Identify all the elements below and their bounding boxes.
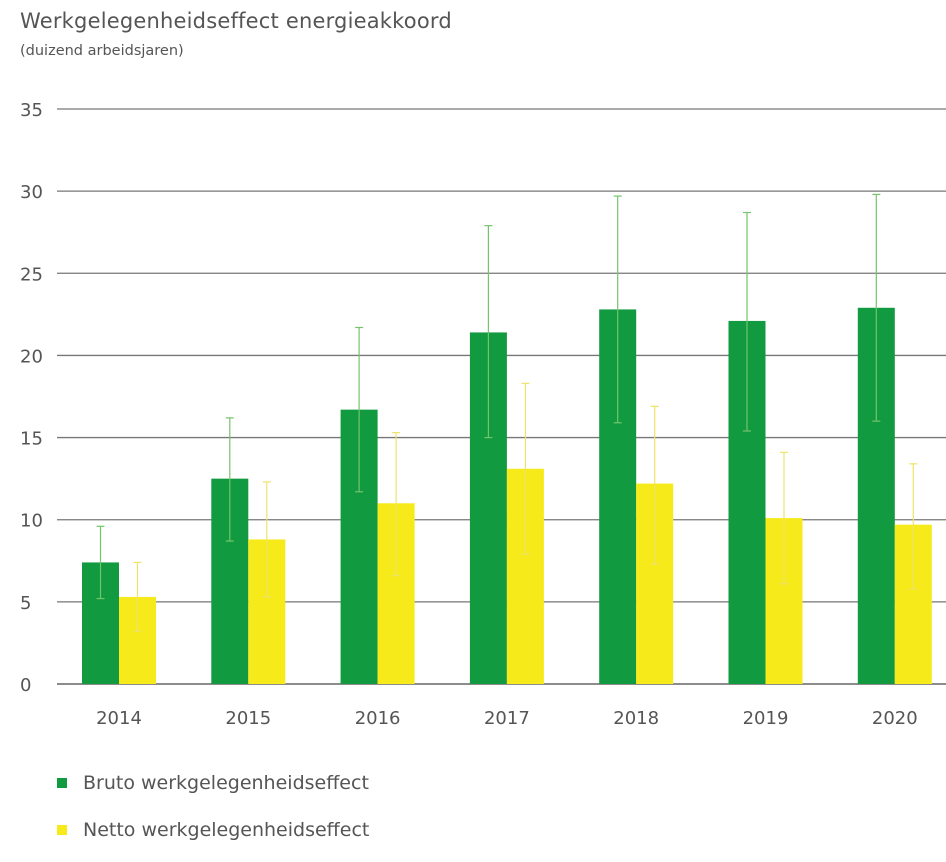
legend-swatch-netto — [57, 825, 67, 835]
y-tick-label-20: 20 — [20, 346, 43, 367]
legend-swatch-bruto — [57, 778, 67, 788]
legend-label-bruto: Bruto werkgelegenheidseffect — [83, 772, 369, 794]
y-tick-label-0: 0 — [20, 675, 31, 696]
bar-chart: 0 5 10 15 20 25 30 35 2014 2015 2016 2017 2018 2019 20… — [20, 100, 946, 729]
y-tick-label-30: 30 — [20, 182, 43, 203]
chart-subtitle: (duizend arbeidsjaren) — [20, 43, 184, 59]
x-tick-label-2019: 2019 — [743, 708, 789, 729]
chart-title: Werkgelegenheidseffect energieakkoord — [20, 9, 452, 33]
x-tick-label-2016: 2016 — [355, 708, 401, 729]
y-tick-label-15: 15 — [20, 429, 43, 450]
y-tick-label-35: 35 — [20, 100, 43, 121]
x-tick-label-2020: 2020 — [872, 708, 918, 729]
y-tick-label-25: 25 — [20, 264, 43, 285]
x-tick-label-2018: 2018 — [613, 708, 659, 729]
x-tick-label-2015: 2015 — [225, 708, 271, 729]
y-tick-label-5: 5 — [20, 593, 31, 614]
legend-item-bruto: Bruto werkgelegenheidseffect — [57, 768, 369, 798]
y-tick-label-10: 10 — [20, 511, 43, 532]
x-tick-label-2017: 2017 — [484, 708, 530, 729]
legend: Bruto werkgelegenheidseffect Netto werkg… — [57, 768, 369, 862]
legend-item-netto: Netto werkgelegenheidseffect — [57, 815, 369, 845]
legend-label-netto: Netto werkgelegenheidseffect — [83, 819, 370, 841]
x-tick-label-2014: 2014 — [96, 708, 142, 729]
